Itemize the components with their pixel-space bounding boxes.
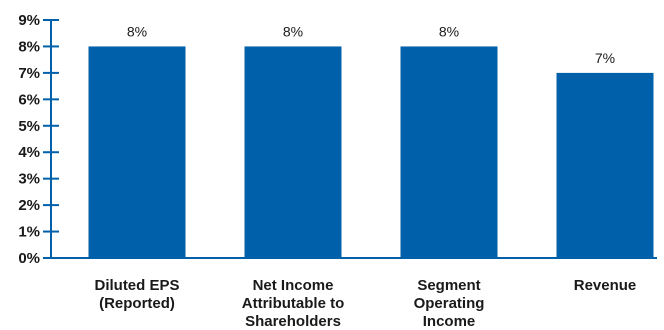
y-tick-label-5: 5% xyxy=(18,118,40,135)
y-tick-label-2: 2% xyxy=(18,197,40,214)
y-tick-label-1: 1% xyxy=(18,224,40,241)
x-tick-label-1-line-2: Shareholders xyxy=(245,313,341,330)
x-tick-label-1-line-1: Attributable to xyxy=(242,295,345,312)
x-tick-label-2-line-1: Operating xyxy=(414,295,485,312)
bar-2 xyxy=(400,46,498,258)
y-tick-label-4: 4% xyxy=(18,144,40,161)
y-axis xyxy=(43,19,657,259)
y-tick-label-3: 3% xyxy=(18,171,40,188)
x-tick-label-2-line-2: Income xyxy=(423,313,476,330)
x-tick-label-0-line-0: Diluted EPS xyxy=(94,277,179,294)
y-tick-labels: 0% 1% 2% 3% 4% 5% 6% 7% 8% 9% xyxy=(18,12,40,267)
x-tick-labels: Diluted EPS (Reported) Net Income Attributa… xyxy=(94,277,636,330)
y-tick-label-7: 7% xyxy=(18,65,40,82)
data-label-2: 8% xyxy=(439,23,459,39)
y-tick-label-9: 9% xyxy=(18,12,40,29)
x-tick-label-2-line-0: Segment xyxy=(417,277,480,294)
data-label-0: 8% xyxy=(127,23,147,39)
y-tick-label-0: 0% xyxy=(18,250,40,267)
x-tick-label-1-line-0: Net Income xyxy=(253,277,334,294)
x-tick-label-0: Diluted EPS (Reported) xyxy=(94,277,179,312)
bar-0 xyxy=(88,46,186,258)
data-label-3: 7% xyxy=(595,50,615,66)
x-tick-label-2: Segment Operating Income xyxy=(414,277,485,330)
data-label-1: 8% xyxy=(283,23,303,39)
x-tick-label-3-line-0: Revenue xyxy=(574,277,637,294)
x-tick-label-0-line-1: (Reported) xyxy=(99,295,175,312)
data-labels: 8% 8% 8% 7% xyxy=(127,23,615,65)
bar-3 xyxy=(556,72,654,258)
bar-1 xyxy=(244,46,342,258)
x-tick-label-1: Net Income Attributable to Shareholders xyxy=(242,277,345,330)
bars-group xyxy=(88,46,654,258)
y-tick-label-8: 8% xyxy=(18,38,40,55)
y-tick-label-6: 6% xyxy=(18,91,40,108)
x-tick-label-3: Revenue xyxy=(574,277,637,294)
